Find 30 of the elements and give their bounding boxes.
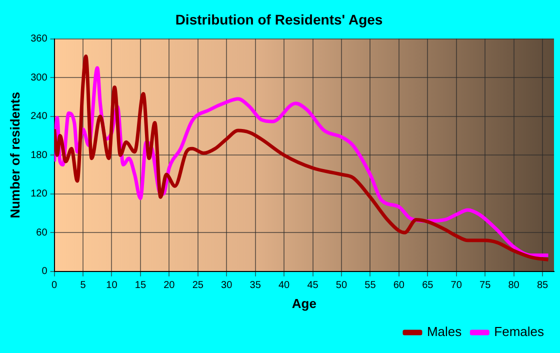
x-tick-label: 5 (80, 280, 86, 292)
x-tick-label: 60 (393, 280, 405, 292)
x-tick-label: 75 (480, 280, 492, 292)
y-tick-label: 360 (30, 34, 48, 45)
legend-label: Females (494, 324, 544, 340)
legend-label: Males (426, 324, 462, 340)
y-tick-label: 120 (30, 188, 48, 200)
y-tick-label: 240 (30, 111, 48, 122)
x-tick-label: 25 (192, 280, 204, 292)
x-tick-label: 50 (336, 280, 348, 292)
y-tick-label: 300 (30, 72, 48, 84)
x-tick-label: 45 (307, 280, 319, 292)
x-tick-label: 35 (250, 280, 262, 292)
y-tick-label: 0 (42, 266, 48, 278)
y-tick-label: 60 (36, 227, 48, 238)
x-tick-label: 55 (364, 280, 376, 292)
x-tick-label: 10 (106, 280, 118, 292)
x-tick-label: 70 (450, 280, 462, 292)
x-tick-label: 0 (52, 280, 58, 292)
x-tick-label: 40 (278, 280, 290, 292)
x-tick-label: 20 (164, 280, 176, 292)
x-tick-label: 15 (134, 280, 146, 292)
x-tick-label: 85 (536, 280, 549, 292)
x-tick-label: 80 (508, 280, 520, 292)
x-tick-label: 65 (422, 280, 434, 292)
y-axis-title: Number of residents (7, 92, 22, 218)
y-tick-label: 180 (30, 150, 48, 161)
chart-title: Distribution of Residents' Ages (175, 11, 383, 28)
x-axis-title: Age (292, 296, 316, 311)
x-tick-label: 30 (221, 280, 233, 292)
